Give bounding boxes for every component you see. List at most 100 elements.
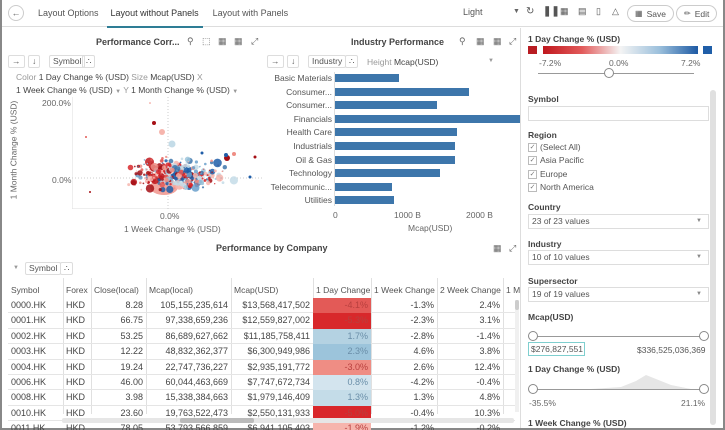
scatter-point[interactable] — [186, 172, 192, 178]
scatter-point[interactable] — [197, 175, 202, 181]
scatter-point[interactable] — [168, 158, 174, 164]
scatter-point[interactable] — [144, 179, 149, 183]
column-divider[interactable] — [231, 278, 232, 414]
scatter-point[interactable] — [161, 157, 164, 160]
edit-button[interactable]: ✏ Edit — [676, 5, 718, 22]
scatter-point[interactable] — [130, 180, 137, 186]
negative-color-swatch[interactable] — [528, 46, 537, 54]
scatter-point[interactable] — [232, 152, 236, 156]
bar[interactable] — [335, 182, 393, 191]
tab-layout-without-panels[interactable]: Layout without Panels — [106, 0, 203, 28]
add-variable-icon[interactable]: ∴ — [345, 55, 359, 68]
scatter-point[interactable] — [213, 158, 222, 168]
table-row[interactable]: 0001.HK HKD 66.75 97,338,659,236 $12,559,827… — [8, 313, 515, 329]
scatter-point[interactable] — [180, 187, 182, 189]
column-header[interactable]: 1 Day Change — [316, 285, 371, 295]
column-divider[interactable] — [91, 278, 92, 414]
table-row[interactable]: 0006.HK HKD 46.00 60,044,463,669 $7,747,672,… — [8, 375, 515, 391]
scatter-point[interactable] — [192, 166, 196, 170]
scatter-point[interactable] — [159, 181, 165, 188]
theme-select[interactable]: Light — [463, 7, 483, 17]
scatter-point[interactable] — [191, 183, 200, 192]
table-row[interactable]: 0003.HK HKD 12.22 48,832,362,377 $6,300,949,… — [8, 344, 515, 360]
save-button[interactable]: ▦ Save — [627, 5, 674, 22]
scatter-point[interactable] — [147, 175, 154, 182]
scatter-point[interactable] — [152, 173, 155, 176]
scatter-point[interactable] — [134, 172, 138, 176]
bar[interactable] — [335, 142, 456, 150]
group-by-symbol-chip[interactable]: Symbol — [25, 262, 62, 275]
scatter-point[interactable] — [182, 187, 185, 190]
scatter-point[interactable] — [187, 161, 189, 163]
column-header[interactable]: Close(local) — [94, 285, 139, 295]
scatter-point[interactable] — [178, 170, 184, 175]
lasso-select-icon[interactable]: ⬚ — [202, 36, 211, 46]
scatter-point[interactable] — [173, 187, 176, 190]
column-divider[interactable] — [371, 278, 372, 414]
column-header[interactable]: Symbol — [11, 285, 40, 295]
scatter-point[interactable] — [158, 173, 165, 180]
bar[interactable] — [335, 155, 456, 164]
scatter-point[interactable] — [149, 102, 151, 104]
bar[interactable] — [335, 74, 400, 82]
bar[interactable] — [335, 101, 437, 110]
scatter-point[interactable] — [207, 179, 209, 182]
scatter-point[interactable] — [165, 182, 169, 186]
scatter-point[interactable] — [158, 188, 162, 192]
add-row-icon[interactable]: ↓ — [28, 55, 41, 68]
expand-icon[interactable]: ⤢ — [251, 36, 259, 46]
tab-layout-options[interactable]: Layout Options — [38, 7, 99, 18]
scatter-point[interactable] — [170, 174, 173, 176]
column-header[interactable]: 1 Week Change — [374, 285, 435, 295]
expand-icon[interactable]: ⤢ — [509, 243, 517, 253]
back-button[interactable]: ← — [8, 5, 24, 21]
x-caret[interactable]: ▼ — [115, 89, 122, 95]
scatter-point[interactable] — [134, 184, 136, 186]
scatter-point[interactable] — [186, 164, 191, 168]
scatter-point[interactable] — [167, 166, 170, 168]
day-change-slider-track[interactable] — [533, 389, 703, 390]
scatter-point[interactable] — [151, 172, 153, 174]
scatter-point[interactable] — [143, 173, 146, 176]
scatter-point[interactable] — [89, 191, 91, 193]
column-header[interactable]: Mcap(USD) — [234, 285, 279, 295]
bar[interactable] — [335, 128, 458, 137]
column-divider[interactable] — [437, 278, 438, 414]
scatter-point[interactable] — [168, 140, 176, 148]
scatter-point[interactable] — [214, 183, 216, 185]
filter-panel-scrollbar[interactable] — [710, 90, 716, 425]
mcap-min-input[interactable]: $276,827,551 — [528, 342, 585, 356]
scatter-point[interactable] — [203, 179, 207, 182]
checkbox-checked-icon[interactable]: ✓ — [528, 182, 537, 192]
expand-icon[interactable]: ⤢ — [509, 36, 517, 46]
mcap-slider-min-knob[interactable] — [528, 331, 538, 341]
legend-slider-knob[interactable] — [604, 68, 614, 78]
scatter-point[interactable] — [206, 180, 211, 186]
tab-layout-with-panels[interactable]: Layout with Panels — [212, 7, 289, 18]
scatter-point[interactable] — [203, 171, 208, 176]
scatter-point[interactable] — [213, 169, 217, 173]
column-divider[interactable] — [146, 278, 147, 414]
excel-export-icon[interactable]: ▦ — [218, 36, 227, 46]
search-icon[interactable]: ⚲ — [187, 36, 194, 46]
scatter-point[interactable] — [150, 162, 159, 171]
scatter-point[interactable] — [174, 176, 178, 181]
color-variable[interactable]: 1 Day Change % (USD) — [38, 72, 129, 82]
add-variable-icon[interactable]: ∴ — [60, 262, 74, 275]
mcap-slider-max-knob[interactable] — [699, 331, 709, 341]
scatter-point[interactable] — [208, 176, 211, 180]
checkbox-checked-icon[interactable]: ✓ — [528, 169, 537, 179]
column-divider[interactable] — [503, 278, 504, 414]
scatter-point[interactable] — [215, 174, 224, 182]
scatter-point[interactable] — [203, 175, 205, 177]
scatter-point[interactable] — [200, 151, 204, 155]
scatter-point[interactable] — [171, 175, 174, 178]
scatter-point[interactable] — [176, 169, 178, 171]
scatter-point[interactable] — [133, 165, 136, 168]
scatter-point[interactable] — [143, 163, 145, 165]
scatter-point[interactable] — [209, 174, 212, 176]
industry-filter-select[interactable]: 10 of 10 values ▼ — [528, 250, 709, 265]
scatter-point[interactable] — [145, 168, 148, 171]
day-change-slider-min-knob[interactable] — [528, 384, 538, 394]
excel-export-icon[interactable]: ▦ — [493, 243, 502, 253]
